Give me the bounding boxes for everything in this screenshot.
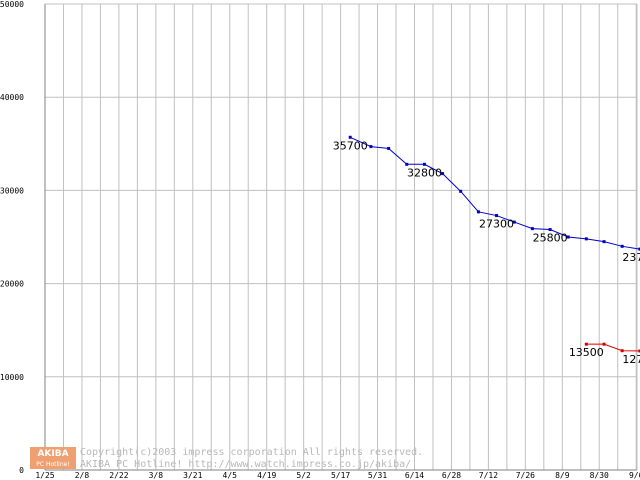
series-point-0 [369,145,373,149]
x-tick-label: 7/12 [479,471,498,480]
x-tick-label: 7/26 [516,471,535,480]
series-point-1 [584,342,588,346]
series-point-1 [638,349,640,353]
series-point-0 [459,189,463,193]
series-point-0 [495,214,499,218]
data-label: 25800 [533,232,568,245]
x-tick-label: 6/14 [405,471,424,480]
series-point-0 [387,146,391,150]
series-point-0 [602,240,606,244]
x-tick-label: 4/5 [223,471,238,480]
x-tick-label: 1/25 [35,471,54,480]
series-point-0 [530,227,534,231]
series-point-1 [602,342,606,346]
y-tick-label: 20000 [0,280,24,289]
y-tick-label: 40000 [0,93,24,102]
x-tick-label: 3/8 [149,471,164,480]
x-tick-label: 6/28 [442,471,461,480]
x-tick-label: 4/19 [257,471,276,480]
x-axis-ticks: 1/25 2/8 2/22 3/8 3/21 4/5 4/19 5/2 5/17 5/31 6/14… [35,471,640,480]
y-tick-label: 30000 [0,186,24,195]
series-line-1 [586,343,640,352]
series-point-0 [566,235,570,239]
series-line-0 [350,136,640,250]
data-label: 35700 [333,139,368,152]
watermark-logo-bottom: PC Hotline! [36,461,69,468]
series-point-0 [512,220,516,224]
watermark-copyright: Copyright(c)2003 impress corporation All… [80,447,423,458]
x-tick-label: 5/31 [368,471,387,480]
series-point-1 [620,349,624,353]
x-tick-label: 8/30 [590,471,609,480]
data-labels: 35700 32800 27300 25800 23700 13500 12770 [333,139,640,366]
data-label: 12770 [622,353,640,366]
chart-grid [44,3,638,471]
y-tick-label: 10000 [0,373,24,382]
watermark: AKIBA PC Hotline! Copyright(c)2003 impre… [30,447,423,470]
watermark-url: AKIBA PC Hotline! http://www.watch.impre… [80,459,411,470]
x-tick-label: 2/8 [75,471,90,480]
data-label: 23700 [622,251,640,264]
y-tick-label: 0 [19,466,24,475]
x-tick-label: 9/6 [629,471,640,480]
data-label: 27300 [479,218,514,231]
x-tick-label: 5/17 [331,471,350,480]
series-point-0 [476,210,480,214]
series-point-0 [405,162,409,166]
x-tick-label: 5/2 [296,471,311,480]
x-tick-label: 8/9 [555,471,570,480]
data-label: 13500 [569,346,604,359]
watermark-logo-box [30,447,76,469]
x-tick-label: 3/21 [183,471,202,480]
y-tick-label: 50000 [0,0,24,9]
series-point-0 [620,244,624,248]
watermark-logo-top: AKIBA [37,449,68,459]
chart-series [348,135,640,353]
series-point-0 [638,247,640,251]
series-point-0 [441,172,445,176]
series-point-0 [584,237,588,241]
data-label: 32800 [407,166,442,179]
x-tick-label: 2/22 [109,471,128,480]
series-point-0 [422,162,426,166]
series-point-0 [548,228,552,232]
series-point-0 [348,135,352,139]
y-axis-ticks: 0 10000 20000 30000 40000 50000 [0,0,24,475]
